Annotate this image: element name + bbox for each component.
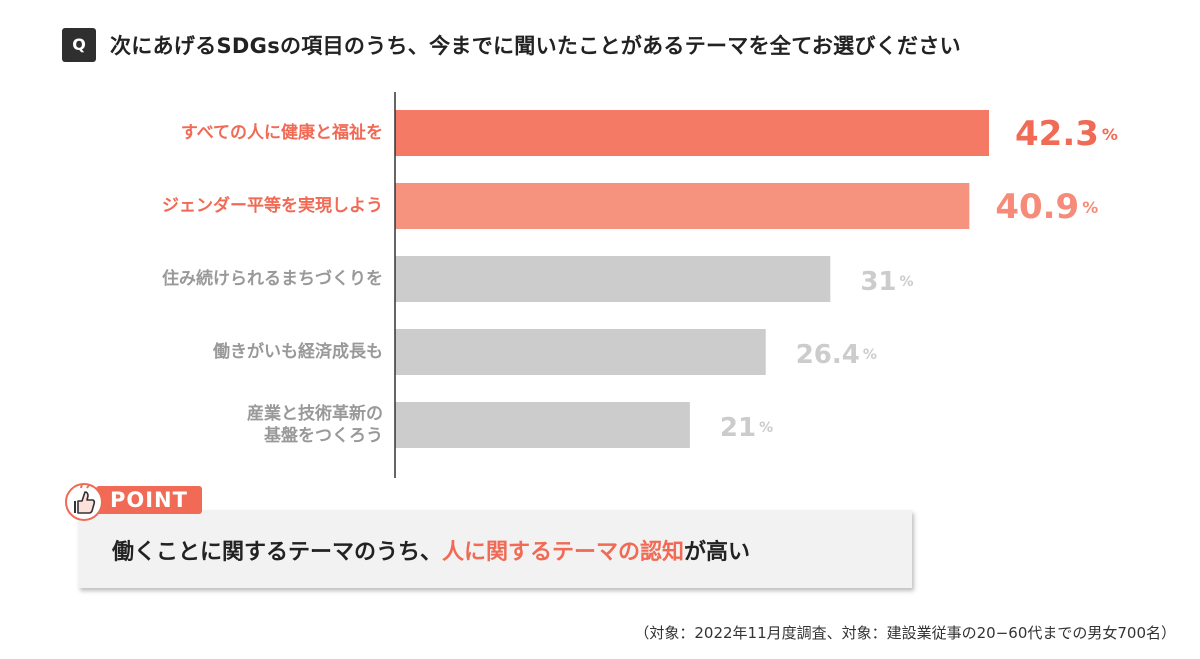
point-text-after: が高い [684,540,751,565]
bar-0 [395,110,989,156]
value-label-2: 31% [860,267,913,297]
footnote: （対象：2022年11月度調査、対象：建設業従事の20−60代までの男女700名… [634,624,1176,642]
category-label-2-0: 住み続けられるまちづくりを [162,268,383,289]
point-tag: POINT [96,486,202,514]
value-unit-2: % [900,274,914,290]
category-label-3-0: 働きがいも経済成長も [212,341,383,362]
value-number-0: 42.3 [1015,114,1099,154]
value-number-3: 26.4 [796,340,860,370]
bar-chart: すべての人に健康と福祉を 42.3 % ジェンダー平等を実現しよう 40.9 % 住み続けら… [162,92,1118,478]
point-badge: POINT [64,480,202,521]
point-box: 働くことに関するテーマのうち、人に関するテーマの認知が高い [78,510,912,588]
point-text-highlight: 人に関するテーマの認知 [442,540,685,565]
thumbs-up-hand-icon [65,483,103,521]
value-unit-3: % [863,347,877,363]
point-text: 働くことに関するテーマのうち、人に関するテーマの認知が高い [112,534,750,566]
value-unit-4: % [759,420,773,436]
question-text: 次にあげるSDGsの項目のうち、今までに聞いたことがあるテーマを全てお選びくださ… [110,34,961,58]
category-label-4-0: 産業と技術革新の [247,403,383,424]
bar-3 [395,329,766,375]
bar-2 [395,256,831,302]
value-number-4: 21 [720,413,756,443]
value-unit-1: % [1082,198,1098,217]
value-unit-0: % [1102,125,1118,144]
bar-4 [395,402,690,448]
point-text-before: 働くことに関するテーマのうち、 [112,540,443,565]
bar-1 [395,183,970,229]
category-label-0-0: すべての人に健康と福祉を [181,122,383,143]
value-label-4: 21% [720,413,773,443]
value-label-1: 40.9% [995,187,1098,227]
value-number-1: 40.9 [995,187,1079,227]
category-label-1-0: ジェンダー平等を実現しよう [162,195,383,216]
value-label-3: 26.4% [796,340,877,370]
question-badge: Q [62,28,96,62]
category-label-4-1: 基盤をつくろう [263,425,383,446]
value-number-2: 31 [860,267,896,297]
value-label-0: 42.3% [1015,114,1118,154]
